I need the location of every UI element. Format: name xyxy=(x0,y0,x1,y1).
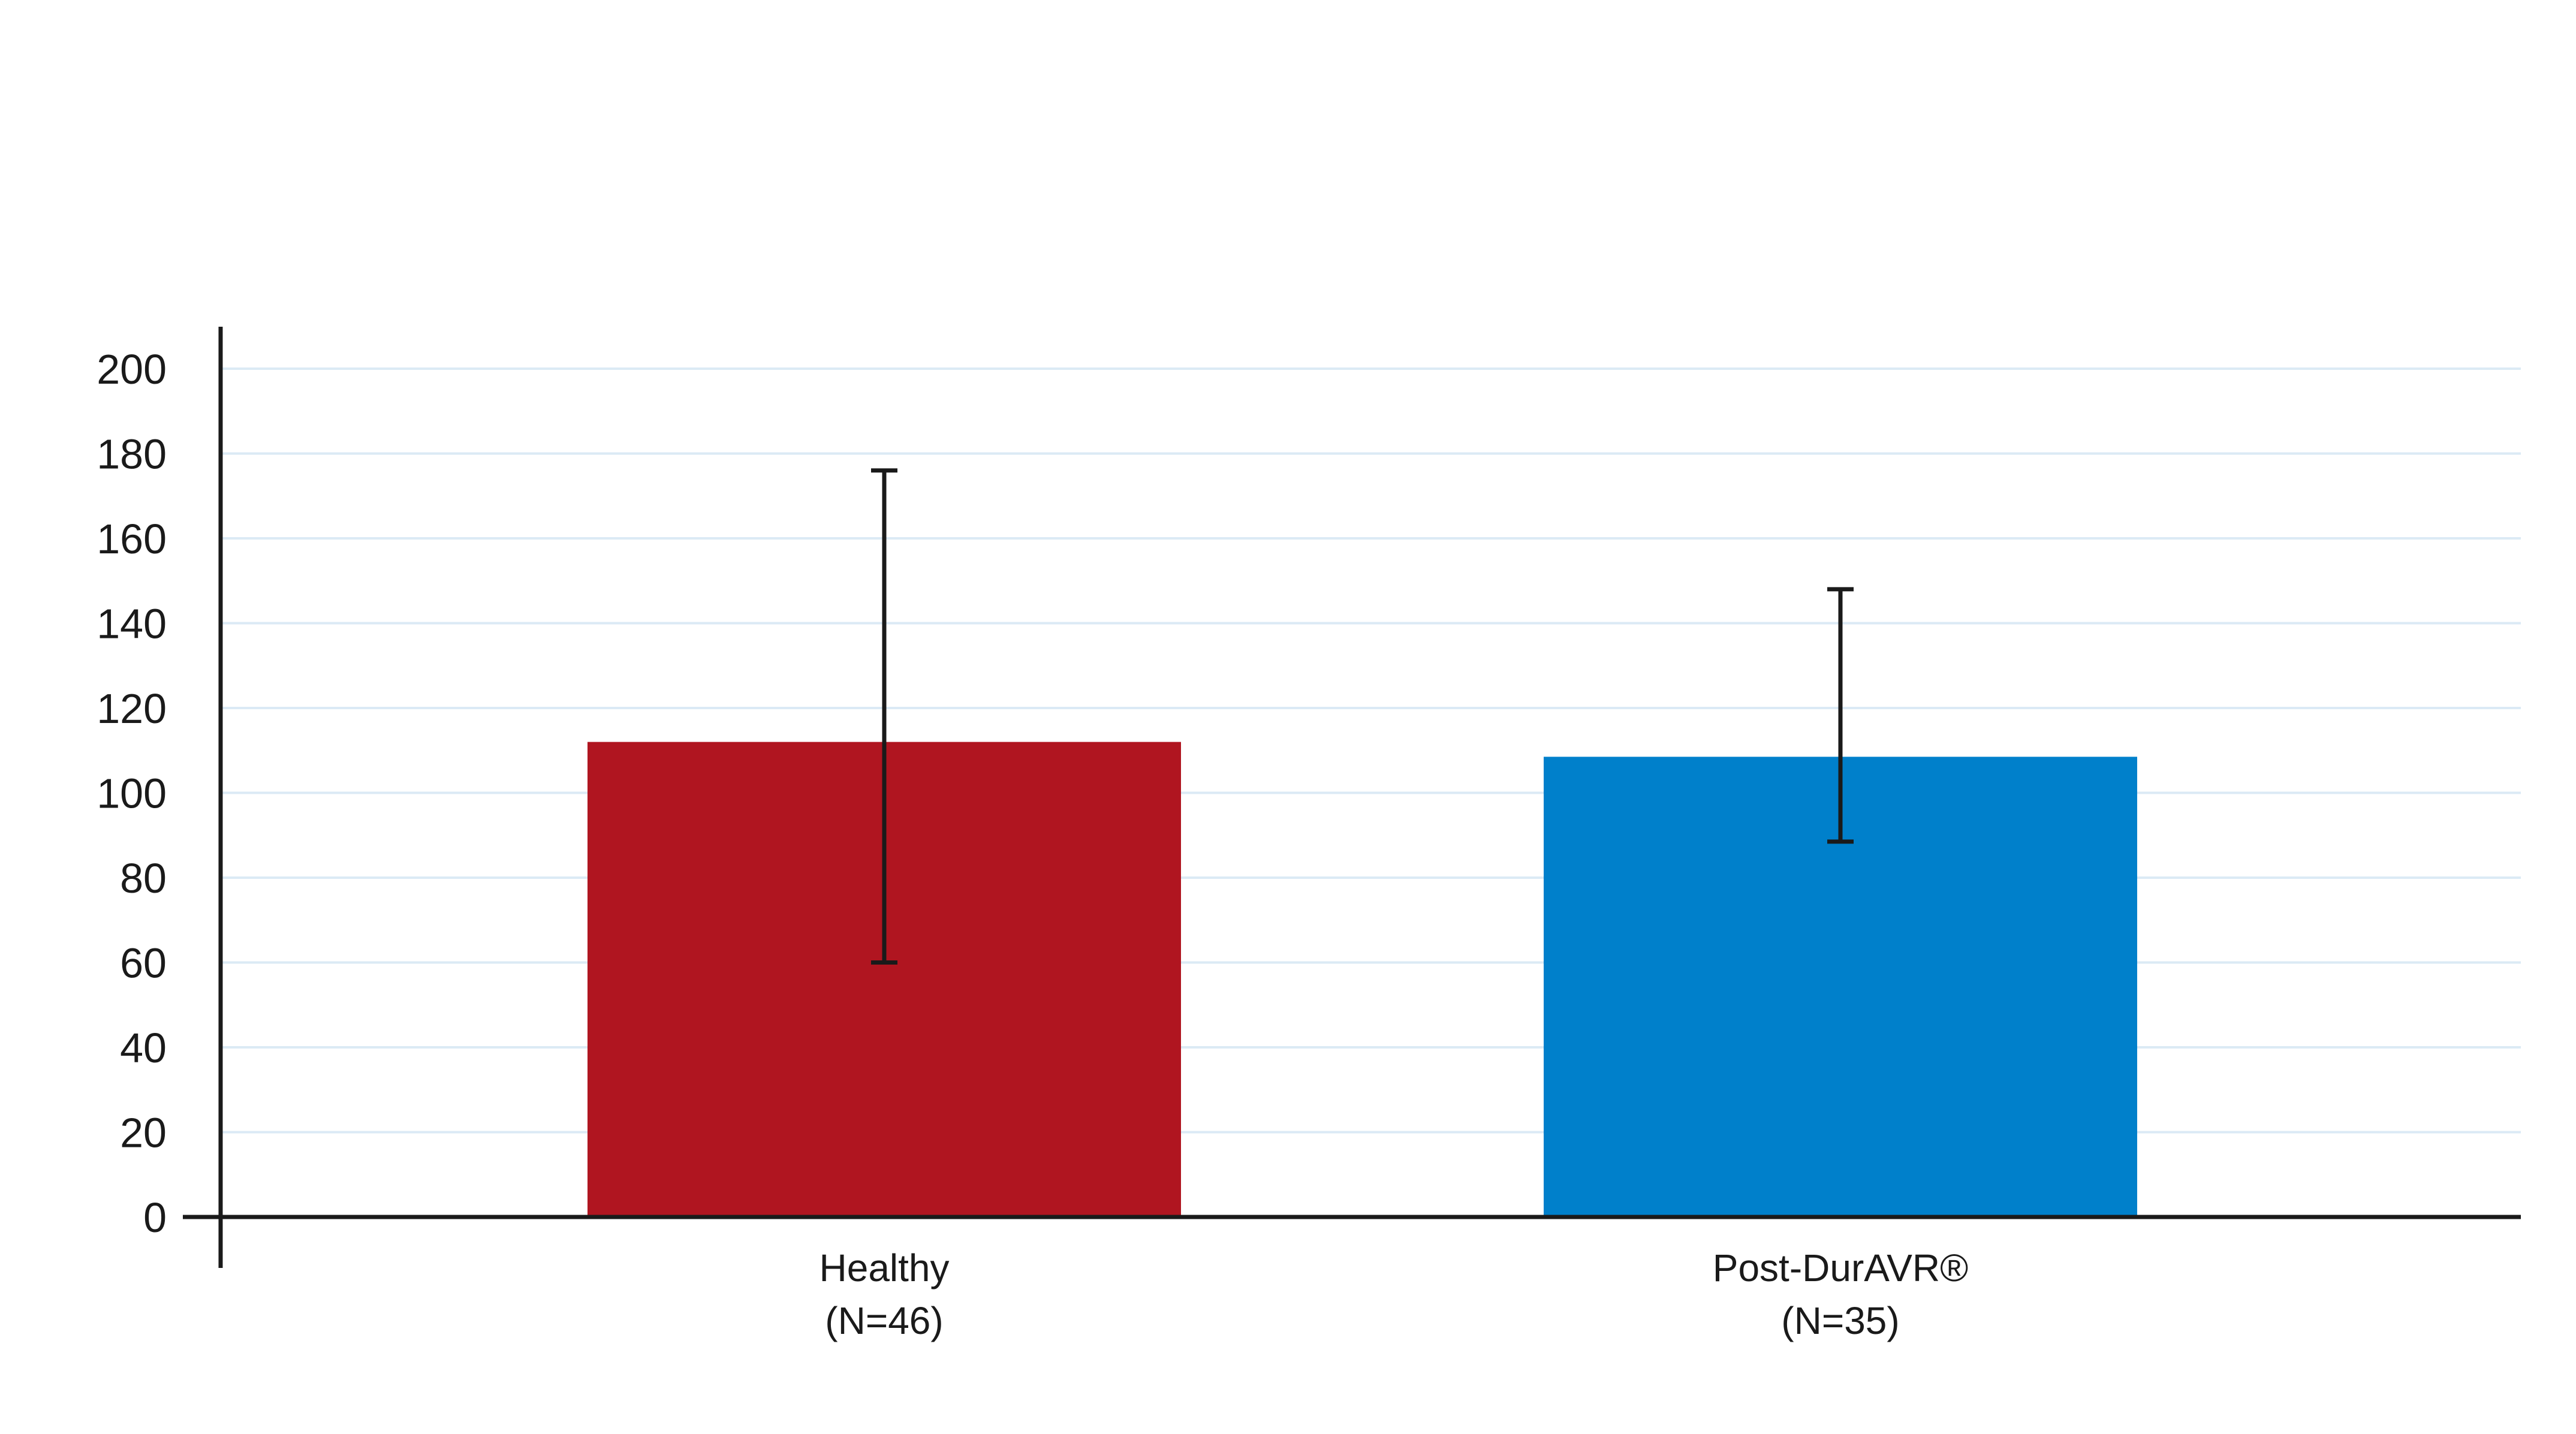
y-tick-label: 80 xyxy=(120,855,167,902)
y-tick-label: 160 xyxy=(97,516,167,562)
category-label: Healthy xyxy=(820,1246,950,1290)
y-tick-label: 120 xyxy=(97,685,167,732)
category-sublabel: (N=46) xyxy=(825,1299,943,1342)
x-category-labels: Healthy (N=46) Post-DurAVR® (N=35) xyxy=(820,1246,1969,1342)
y-tick-labels: 0 20 40 60 80 100 120 140 160 180 200 xyxy=(97,346,167,1241)
y-tick-label: 0 xyxy=(143,1194,167,1241)
y-tick-label: 20 xyxy=(120,1110,167,1156)
y-tick-label: 180 xyxy=(97,431,167,478)
y-tick-label: 40 xyxy=(120,1025,167,1071)
error-bar xyxy=(1827,587,1854,844)
gridlines xyxy=(221,367,2521,1134)
y-tick-label: 140 xyxy=(97,601,167,647)
error-bar xyxy=(871,468,897,965)
category-sublabel: (N=35) xyxy=(1781,1299,1899,1342)
bars xyxy=(587,468,2137,1217)
category-label: Post-DurAVR® xyxy=(1713,1246,1969,1290)
y-tick-label: 60 xyxy=(120,940,167,987)
y-tick-label: 200 xyxy=(97,346,167,393)
axes xyxy=(183,327,2521,1268)
y-tick-label: 100 xyxy=(97,770,167,817)
